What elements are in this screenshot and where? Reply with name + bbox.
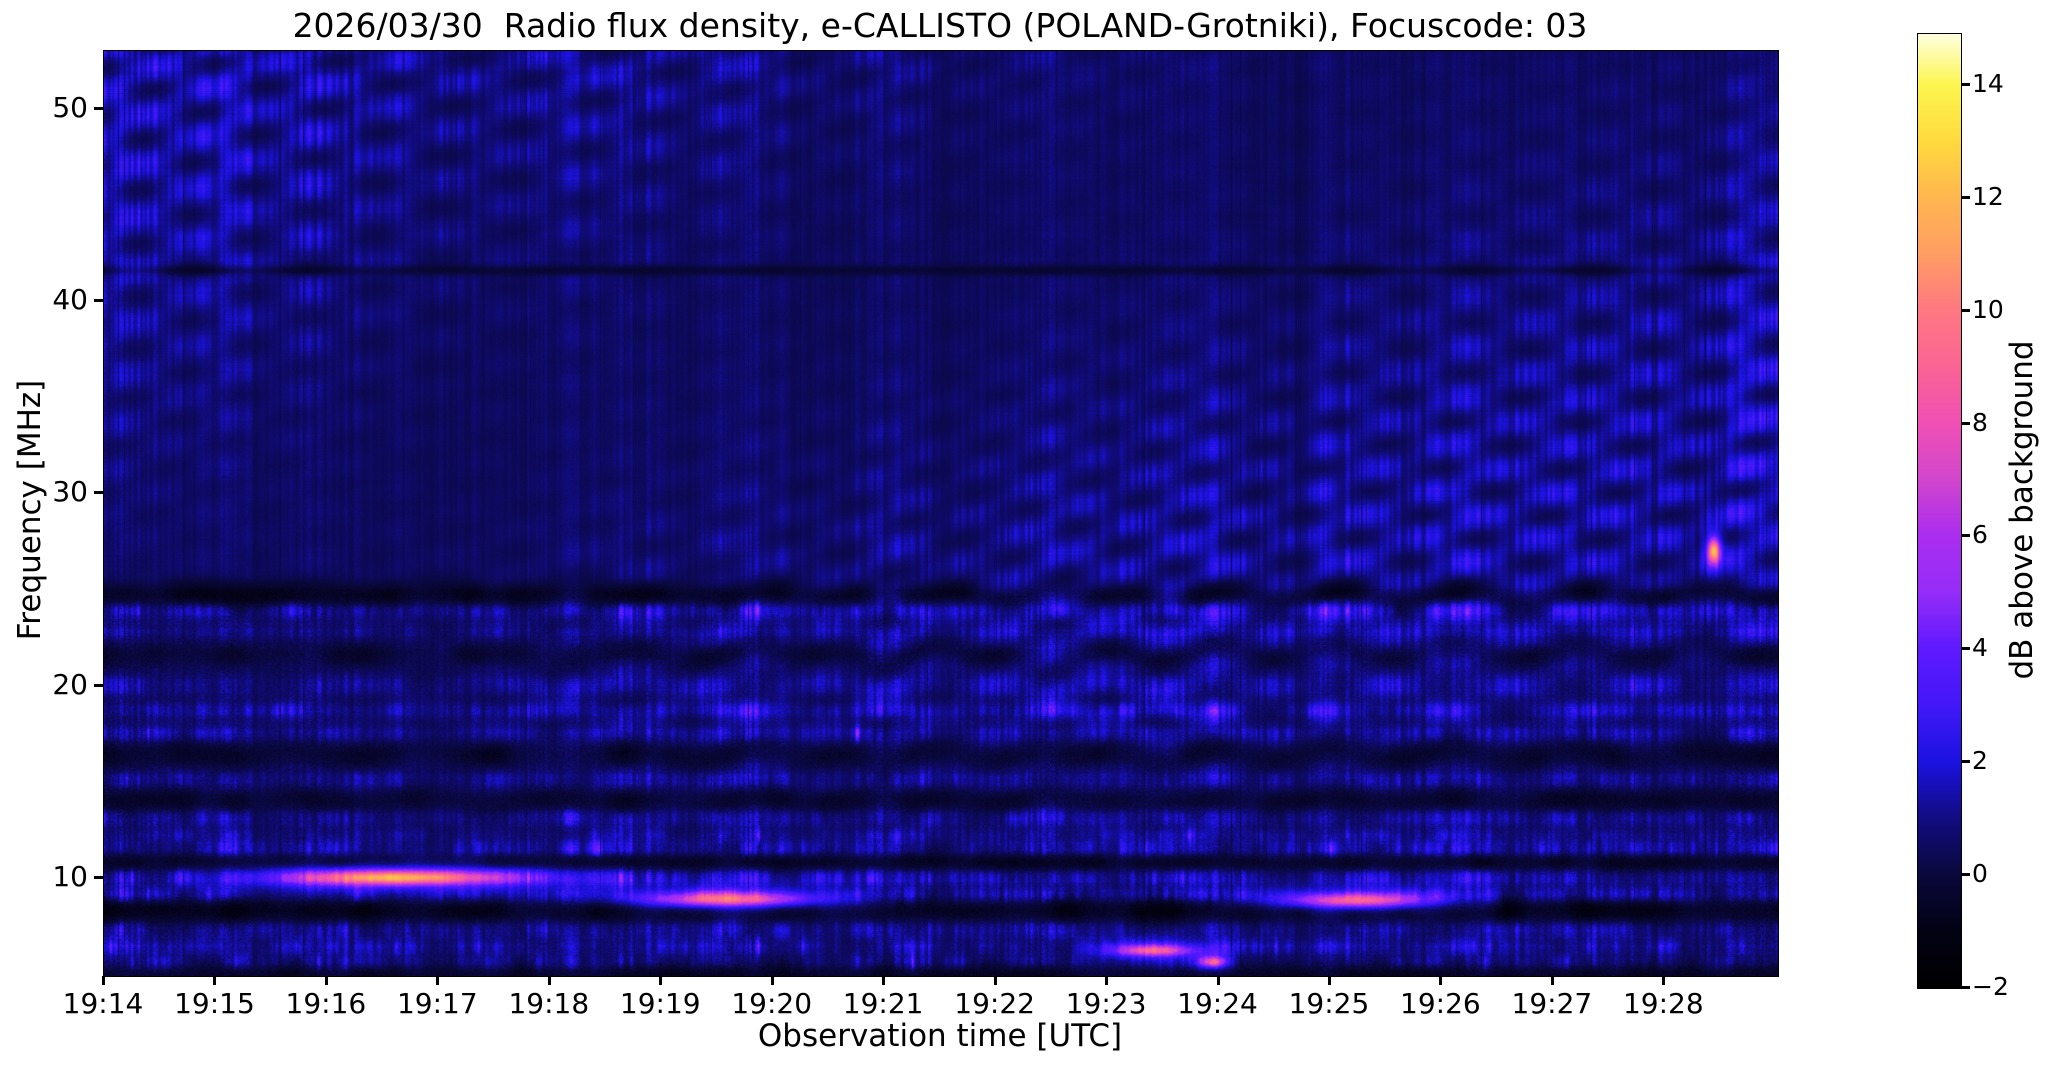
x-axis-label: Observation time [UTC]	[757, 1018, 1123, 1054]
chart-title: 2026/03/30 Radio flux density, e-CALLIST…	[292, 6, 1588, 45]
colorbar-tick-label: 6	[1972, 520, 1988, 550]
y-tick-mark	[94, 683, 103, 687]
colorbar-tick-mark	[1962, 308, 1970, 312]
colorbar-tick-label: 14	[1972, 68, 2004, 98]
x-tick-label: 19:24	[1177, 987, 1258, 1020]
colorbar-tick-label: 0	[1972, 859, 1988, 889]
x-tick-label: 19:22	[954, 987, 1035, 1020]
colorbar-tick-label: 12	[1972, 181, 2004, 211]
x-tick-label: 19:27	[1511, 987, 1593, 1020]
y-tick-mark	[94, 299, 103, 302]
colorbar-tick-mark	[1962, 82, 1970, 86]
x-tick-mark	[213, 976, 217, 985]
x-tick-mark	[1327, 976, 1331, 985]
colorbar-tick-mark	[1962, 421, 1970, 425]
y-tick-mark	[94, 875, 103, 879]
x-tick-mark	[1105, 976, 1109, 985]
x-tick-mark	[436, 976, 440, 985]
spectrogram-canvas	[103, 50, 1779, 977]
x-tick-mark	[1216, 976, 1220, 985]
x-tick-label: 19:23	[1065, 987, 1147, 1020]
x-tick-label: 19:25	[1288, 987, 1370, 1020]
colorbar-tick-mark	[1962, 986, 1970, 989]
colorbar-tick-label: 2	[1972, 746, 1988, 776]
y-tick-label: 10	[52, 859, 88, 893]
colorbar-tick-label: 4	[1972, 633, 1988, 663]
x-tick-label: 19:15	[174, 987, 255, 1020]
x-tick-label: 19:14	[62, 987, 144, 1020]
y-axis-label: Frequency [MHz]	[12, 379, 48, 641]
colorbar-tick-mark	[1962, 534, 1970, 538]
x-tick-label: 19:18	[508, 987, 590, 1020]
x-tick-mark	[659, 976, 663, 985]
colorbar-tick-mark	[1962, 195, 1970, 199]
x-tick-mark	[1662, 976, 1666, 985]
x-tick-mark	[547, 976, 551, 985]
y-tick-label: 20	[52, 667, 88, 701]
x-tick-label: 19:19	[619, 987, 701, 1020]
colorbar-tick-mark	[1962, 873, 1970, 877]
colorbar-tick-mark	[1962, 647, 1970, 651]
y-tick-label: 50	[52, 90, 88, 124]
x-tick-mark	[1439, 976, 1443, 985]
colorbar-tick-label: 10	[1972, 294, 2004, 324]
x-tick-mark	[993, 976, 997, 985]
colorbar-label: dB above background	[2004, 340, 2040, 680]
x-tick-mark	[324, 976, 328, 985]
y-tick-label: 40	[52, 283, 88, 316]
x-tick-mark	[1550, 976, 1554, 985]
x-tick-label: 19:16	[285, 987, 367, 1020]
colorbar-tick-label: −2	[1972, 972, 2009, 1001]
x-tick-label: 19:26	[1400, 987, 1481, 1020]
x-tick-mark	[102, 976, 105, 985]
x-tick-label: 19:21	[842, 987, 924, 1020]
x-tick-mark	[882, 976, 886, 985]
y-tick-mark	[94, 491, 103, 495]
colorbar-tick-mark	[1962, 760, 1970, 764]
x-tick-label: 19:28	[1622, 987, 1704, 1020]
x-tick-mark	[770, 976, 774, 985]
colorbar	[1917, 33, 1962, 989]
colorbar-tick-label: 8	[1972, 407, 1988, 437]
y-tick-label: 30	[52, 475, 88, 509]
x-tick-label: 19:20	[731, 987, 813, 1020]
x-tick-label: 19:17	[396, 987, 478, 1020]
y-tick-mark	[94, 106, 103, 110]
